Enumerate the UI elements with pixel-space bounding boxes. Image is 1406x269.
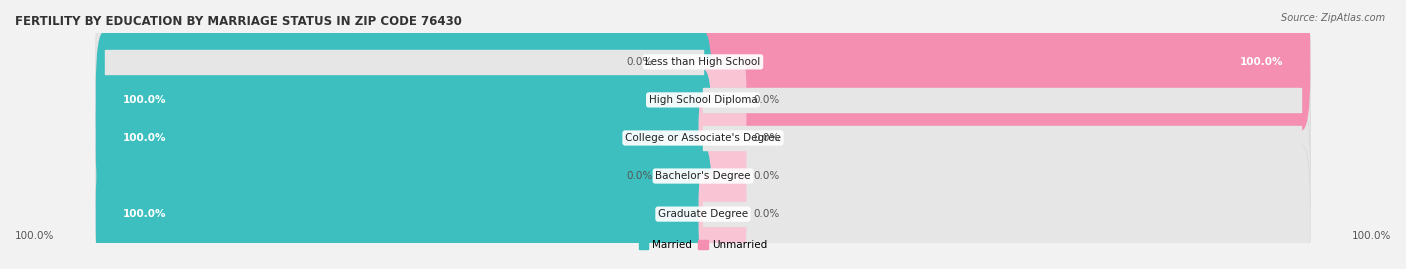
- Text: Bachelor's Degree: Bachelor's Degree: [655, 171, 751, 181]
- Text: 100.0%: 100.0%: [1240, 57, 1284, 67]
- FancyBboxPatch shape: [96, 145, 1310, 269]
- FancyBboxPatch shape: [699, 174, 747, 254]
- FancyBboxPatch shape: [96, 31, 1310, 169]
- Text: 100.0%: 100.0%: [1351, 232, 1391, 242]
- Legend: Married, Unmarried: Married, Unmarried: [634, 236, 772, 254]
- FancyBboxPatch shape: [96, 69, 1310, 207]
- FancyBboxPatch shape: [659, 136, 707, 216]
- Text: 100.0%: 100.0%: [122, 209, 166, 219]
- FancyBboxPatch shape: [96, 0, 1310, 131]
- Text: Graduate Degree: Graduate Degree: [658, 209, 748, 219]
- FancyBboxPatch shape: [695, 0, 1310, 131]
- Text: 0.0%: 0.0%: [754, 95, 780, 105]
- FancyBboxPatch shape: [96, 107, 1310, 245]
- FancyBboxPatch shape: [699, 98, 747, 178]
- Text: 100.0%: 100.0%: [122, 133, 166, 143]
- Text: 100.0%: 100.0%: [122, 95, 166, 105]
- Text: 100.0%: 100.0%: [15, 232, 55, 242]
- Text: High School Diploma: High School Diploma: [648, 95, 758, 105]
- Text: 0.0%: 0.0%: [626, 171, 652, 181]
- Text: Source: ZipAtlas.com: Source: ZipAtlas.com: [1281, 13, 1385, 23]
- FancyBboxPatch shape: [96, 31, 711, 169]
- Text: 0.0%: 0.0%: [754, 171, 780, 181]
- Text: College or Associate's Degree: College or Associate's Degree: [626, 133, 780, 143]
- FancyBboxPatch shape: [699, 60, 747, 140]
- Text: 0.0%: 0.0%: [626, 57, 652, 67]
- FancyBboxPatch shape: [96, 69, 711, 207]
- Text: FERTILITY BY EDUCATION BY MARRIAGE STATUS IN ZIP CODE 76430: FERTILITY BY EDUCATION BY MARRIAGE STATU…: [15, 15, 463, 28]
- FancyBboxPatch shape: [96, 145, 711, 269]
- Text: 0.0%: 0.0%: [754, 133, 780, 143]
- Text: Less than High School: Less than High School: [645, 57, 761, 67]
- FancyBboxPatch shape: [699, 136, 747, 216]
- FancyBboxPatch shape: [659, 22, 707, 102]
- Text: 0.0%: 0.0%: [754, 209, 780, 219]
